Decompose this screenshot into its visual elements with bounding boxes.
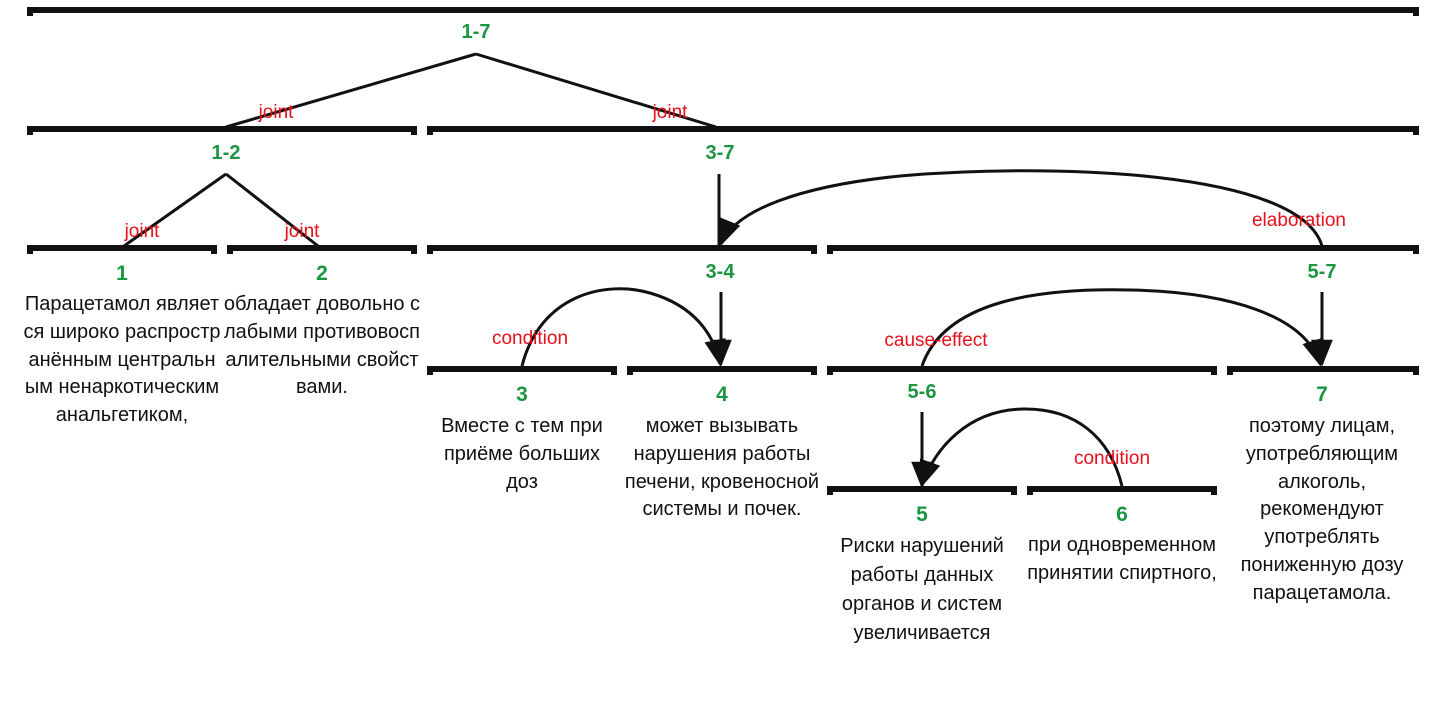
span-bar-edu-3 — [427, 366, 617, 375]
span-bar-edu-5 — [827, 486, 1017, 495]
span-bar-5-7 — [827, 245, 1419, 254]
relation-label-joint-4: joint — [284, 221, 321, 242]
relation-label-joint-2: joint — [652, 102, 689, 123]
relation-label-joint-1: joint — [258, 102, 295, 123]
edu-text-5: Риски нарушений работы данных органов и … — [840, 535, 1004, 644]
span-labels: 1-7 1-2 3-7 3-4 5-7 5-6 — [212, 21, 1337, 403]
span-bars — [27, 7, 1419, 495]
connector-1-2-right — [225, 172, 319, 248]
connector-1-7-left — [225, 52, 477, 129]
span-label-5-7: 5-7 — [1308, 261, 1337, 283]
relation-labels: joint joint joint joint elaboration cond… — [124, 102, 1346, 469]
edu-text-7: поэтому лицам, употребляющим алкоголь, р… — [1240, 415, 1404, 604]
edu-text-2: обладает довольно слабыми противовоспали… — [223, 293, 421, 399]
connector-1-7-right — [475, 52, 717, 129]
span-label-3-7: 3-7 — [706, 142, 735, 164]
edu-number-2: 2 — [316, 262, 328, 285]
span-label-1-7: 1-7 — [462, 21, 491, 43]
arc-cause-effect — [920, 288, 1324, 367]
arc-condition-1 — [520, 287, 726, 367]
span-label-3-4: 3-4 — [706, 261, 736, 283]
arc-elaboration — [719, 169, 1324, 247]
edu-number-3: 3 — [516, 383, 528, 406]
relation-label-condition-1: condition — [492, 328, 568, 349]
relation-label-joint-3: joint — [124, 221, 161, 242]
edu-number-6: 6 — [1116, 503, 1128, 526]
span-bar-3-7 — [427, 126, 1419, 135]
span-bar-1-7 — [27, 7, 1419, 16]
relation-label-cause-effect: cause-effect — [884, 330, 988, 351]
relation-arcs — [520, 169, 1324, 488]
span-bar-5-6 — [827, 366, 1217, 375]
span-bar-edu-2 — [227, 245, 417, 254]
connectors — [123, 52, 1333, 489]
span-bar-edu-7 — [1227, 366, 1419, 375]
span-label-5-6: 5-6 — [908, 381, 937, 403]
edu-text-4: может вызывать нарушения работы печени, … — [624, 415, 820, 521]
span-bar-edu-6 — [1027, 486, 1217, 495]
edu-number-1: 1 — [116, 262, 128, 285]
edu-text-1: Парацетамол является широко распространё… — [23, 293, 221, 427]
relation-label-condition-2: condition — [1074, 448, 1150, 469]
relation-label-elaboration: elaboration — [1252, 210, 1346, 231]
span-bar-1-2 — [27, 126, 417, 135]
span-bar-3-4 — [427, 245, 817, 254]
edu-number-4: 4 — [716, 383, 728, 406]
connector-1-2-left — [123, 172, 227, 248]
span-bar-edu-4 — [627, 366, 817, 375]
edu-text-3: Вместе с тем при приёме больших доз — [441, 415, 603, 493]
span-label-1-2: 1-2 — [212, 142, 241, 164]
arc-condition-2 — [919, 407, 1124, 488]
edu-text-6: при одновременном принятии спиртного, — [1027, 534, 1217, 584]
span-bar-edu-1 — [27, 245, 217, 254]
edu-number-7: 7 — [1316, 383, 1328, 406]
edu-number-5: 5 — [916, 503, 928, 526]
